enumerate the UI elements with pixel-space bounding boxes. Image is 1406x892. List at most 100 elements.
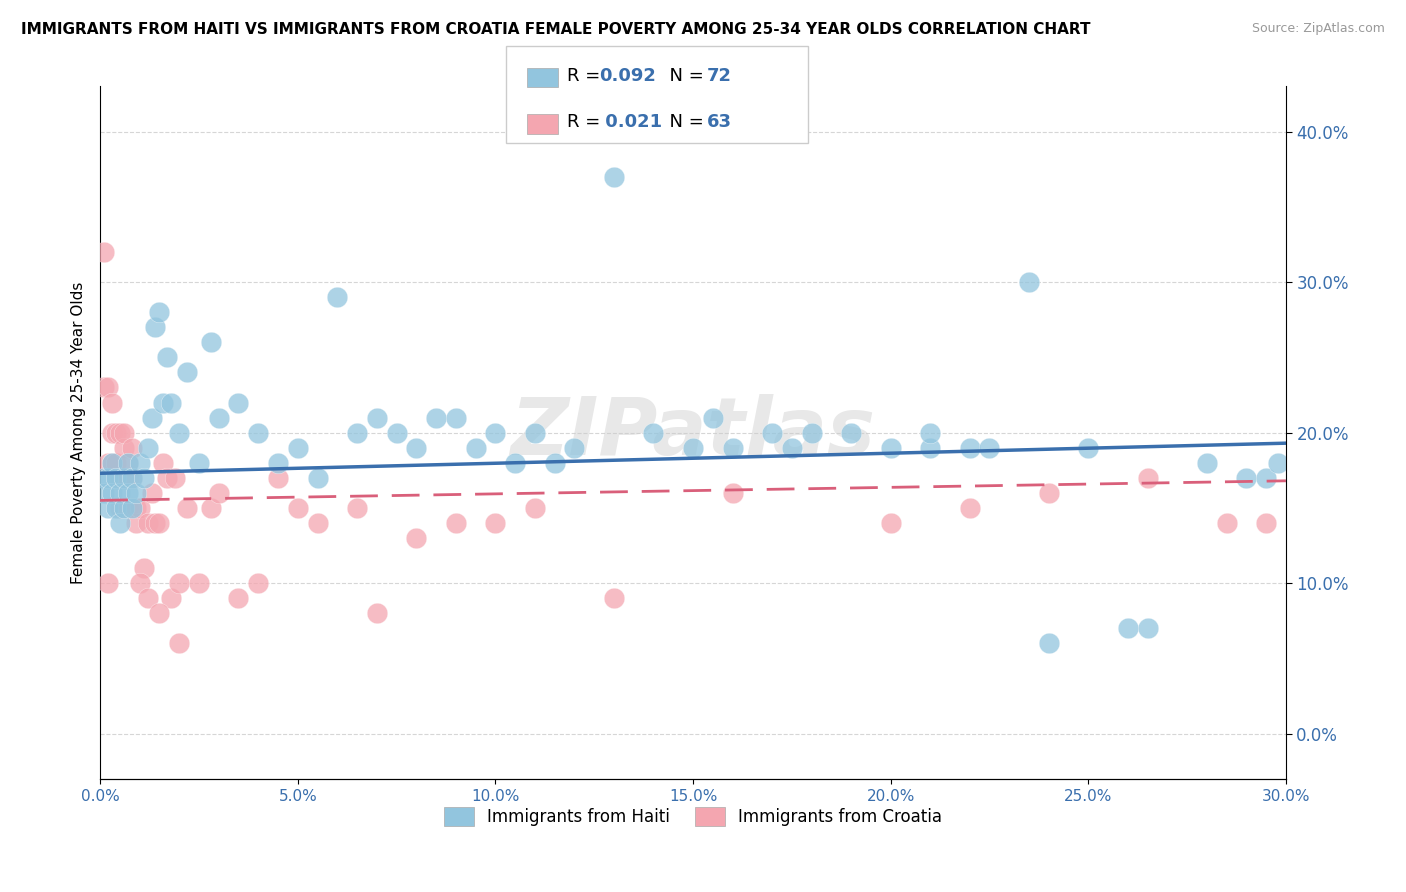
Text: R =: R =: [567, 113, 606, 131]
Point: [93, 380, 115, 394]
Point: [121, 471, 143, 485]
Point: [1116, 621, 1139, 635]
Point: [132, 561, 155, 575]
Point: [117, 471, 139, 485]
Point: [287, 500, 309, 515]
Text: R =: R =: [567, 67, 606, 85]
Point: [141, 486, 163, 500]
Point: [104, 471, 127, 485]
Point: [148, 305, 170, 319]
Point: [117, 486, 139, 500]
Point: [93, 244, 115, 259]
Point: [125, 500, 148, 515]
Point: [121, 441, 143, 455]
Point: [1234, 471, 1257, 485]
Text: 63: 63: [707, 113, 733, 131]
Point: [1215, 516, 1237, 530]
Text: ZIPatlas: ZIPatlas: [510, 393, 876, 472]
Point: [405, 531, 427, 545]
Point: [167, 425, 190, 440]
Point: [117, 500, 139, 515]
Point: [128, 576, 150, 591]
Point: [121, 471, 143, 485]
Point: [346, 425, 368, 440]
Point: [366, 410, 388, 425]
Legend: Immigrants from Haiti, Immigrants from Croatia: Immigrants from Haiti, Immigrants from C…: [437, 800, 949, 833]
Point: [112, 425, 135, 440]
Point: [959, 500, 981, 515]
Point: [101, 456, 124, 470]
Point: [1136, 471, 1159, 485]
Point: [307, 471, 329, 485]
Point: [484, 425, 506, 440]
Point: [145, 516, 167, 530]
Point: [780, 441, 803, 455]
Point: [385, 425, 408, 440]
Point: [523, 425, 546, 440]
Point: [93, 471, 115, 485]
Point: [112, 441, 135, 455]
Point: [97, 456, 120, 470]
Point: [101, 425, 124, 440]
Point: [104, 500, 127, 515]
Point: [200, 500, 222, 515]
Point: [136, 441, 159, 455]
Point: [136, 516, 159, 530]
Point: [1038, 636, 1060, 650]
Point: [108, 500, 131, 515]
Point: [108, 516, 131, 530]
Point: [108, 425, 131, 440]
Point: [167, 636, 190, 650]
Point: [200, 335, 222, 350]
Point: [136, 591, 159, 606]
Text: N =: N =: [658, 113, 710, 131]
Y-axis label: Female Poverty Among 25-34 Year Olds: Female Poverty Among 25-34 Year Olds: [72, 282, 86, 584]
Point: [920, 441, 942, 455]
Point: [228, 591, 250, 606]
Point: [145, 320, 167, 334]
Point: [117, 456, 139, 470]
Point: [464, 441, 486, 455]
Point: [125, 486, 148, 500]
Point: [156, 471, 179, 485]
Point: [97, 576, 120, 591]
Point: [160, 591, 183, 606]
Point: [160, 395, 183, 409]
Text: 72: 72: [707, 67, 733, 85]
Text: IMMIGRANTS FROM HAITI VS IMMIGRANTS FROM CROATIA FEMALE POVERTY AMONG 25-34 YEAR: IMMIGRANTS FROM HAITI VS IMMIGRANTS FROM…: [21, 22, 1091, 37]
Point: [920, 425, 942, 440]
Point: [603, 169, 626, 184]
Point: [444, 410, 467, 425]
Point: [117, 456, 139, 470]
Point: [108, 486, 131, 500]
Point: [176, 366, 198, 380]
Point: [979, 441, 1001, 455]
Point: [682, 441, 704, 455]
Point: [156, 351, 179, 365]
Point: [425, 410, 447, 425]
Point: [267, 456, 290, 470]
Point: [484, 516, 506, 530]
Point: [267, 471, 290, 485]
Point: [152, 456, 174, 470]
Point: [101, 486, 124, 500]
Text: Source: ZipAtlas.com: Source: ZipAtlas.com: [1251, 22, 1385, 36]
Point: [121, 500, 143, 515]
Point: [346, 500, 368, 515]
Point: [444, 516, 467, 530]
Point: [1077, 441, 1099, 455]
Text: 0.092: 0.092: [599, 67, 655, 85]
Point: [108, 471, 131, 485]
Point: [125, 516, 148, 530]
Point: [97, 380, 120, 394]
Point: [104, 471, 127, 485]
Point: [643, 425, 665, 440]
Point: [366, 607, 388, 621]
Point: [839, 425, 862, 440]
Point: [721, 441, 744, 455]
Point: [228, 395, 250, 409]
Point: [104, 456, 127, 470]
Point: [879, 441, 901, 455]
Point: [800, 425, 823, 440]
Point: [1195, 456, 1218, 470]
